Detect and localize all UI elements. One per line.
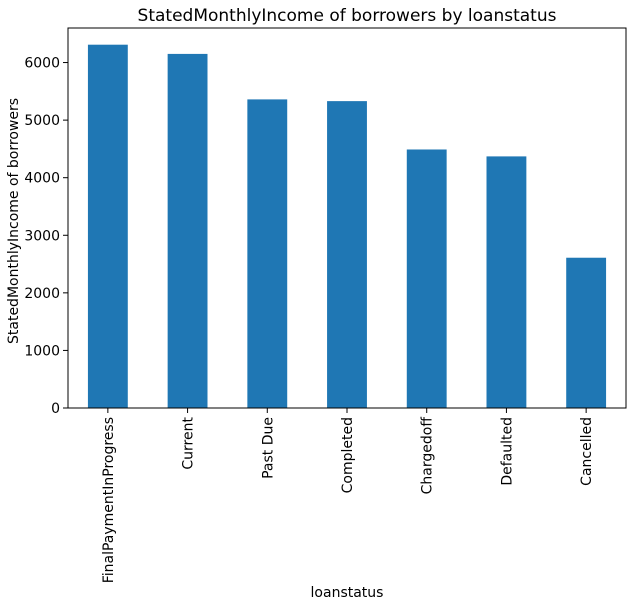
x-tick-label: FinalPaymentInProgress (101, 417, 117, 583)
bar-past-due (247, 99, 288, 409)
y-tick-label: 3000 (24, 228, 60, 244)
bar-finalpaymentinprogress (87, 44, 128, 409)
x-tick-label: Completed (340, 417, 356, 493)
bar-defaulted (486, 156, 527, 408)
x-tick-label: Defaulted (499, 417, 515, 486)
y-tick-label: 5000 (24, 113, 60, 129)
plot-area: 0 1000 2000 3000 4000 5000 6000 FinalPaymentInP… (24, 27, 627, 583)
x-axis-label: loanstatus (311, 585, 384, 601)
x-tick-label: Past Due (260, 417, 276, 479)
bar-current (167, 53, 208, 409)
x-tick-label: Chargedoff (420, 417, 436, 495)
y-tick-label: 0 (51, 401, 60, 417)
x-tick-label: Current (181, 417, 197, 470)
y-axis-label: StatedMonthlyIncome of borrowers (6, 98, 22, 344)
y-tick-label: 6000 (24, 56, 60, 72)
chart-title: StatedMonthlyIncome of borrowers by loan… (138, 6, 557, 26)
bar-cancelled (566, 257, 607, 408)
y-tick-label: 2000 (24, 286, 60, 302)
bar-completed (327, 101, 367, 408)
bar-chargedoff (406, 149, 447, 408)
y-tick-label: 4000 (24, 171, 60, 187)
y-tick-label: 1000 (24, 343, 60, 359)
x-tick-label: Cancelled (579, 417, 595, 486)
